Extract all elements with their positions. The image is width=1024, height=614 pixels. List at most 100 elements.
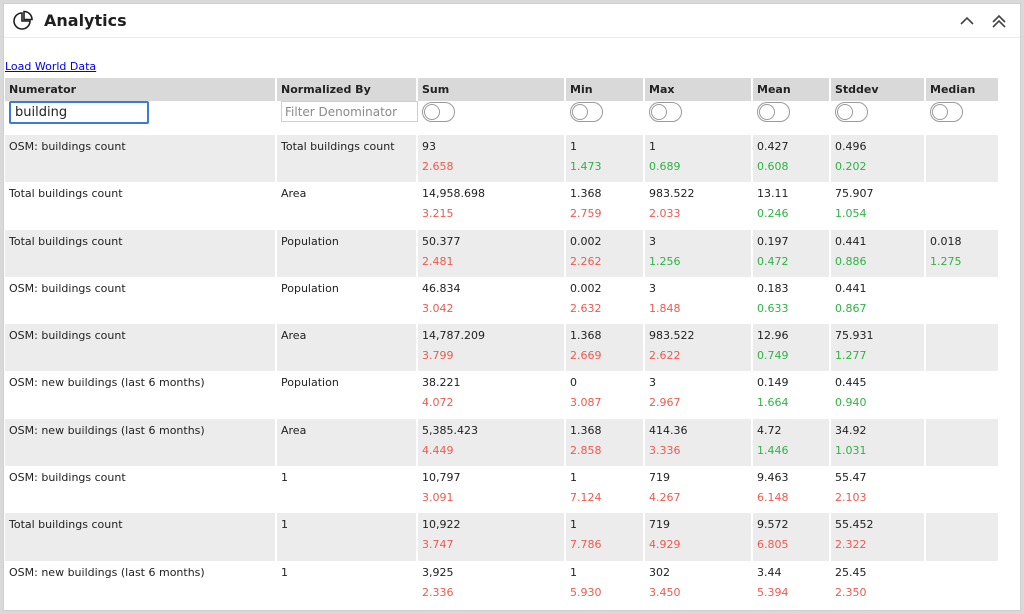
double-chevron-up-icon[interactable] — [990, 12, 1008, 30]
table-header-row: Numerator Normalized By Sum Min Max Mean… — [5, 78, 1000, 101]
table-row[interactable]: OSM: new buildings (last 6 months) Area 5,… — [5, 418, 1000, 467]
column-header-stddev[interactable]: Stddev — [830, 78, 926, 101]
denominator-filter-input[interactable] — [281, 101, 418, 122]
median-cell — [925, 371, 1000, 419]
analytics-table: Numerator Normalized By Sum Min Max Mean… — [5, 78, 1000, 608]
min-quality: 1.473 — [570, 160, 602, 173]
column-header-numerator[interactable]: Numerator — [5, 78, 277, 101]
min-quality: 2.759 — [570, 207, 602, 221]
mean-value: 0.149 — [757, 376, 789, 390]
pie-chart-icon — [13, 10, 33, 30]
numerator-label: Total buildings count — [9, 187, 123, 201]
sum-quality: 3.799 — [422, 349, 454, 363]
numerator-cell: OSM: buildings count — [5, 324, 277, 372]
stddev-cell: 75.931 1.277 — [830, 324, 926, 372]
mean-quality: 0.749 — [757, 349, 789, 363]
numerator-label: OSM: new buildings (last 6 months) — [9, 376, 205, 390]
max-value: 3 — [649, 234, 656, 248]
max-cell: 983.522 2.033 — [644, 182, 753, 230]
denominator-label: 1 — [281, 471, 288, 485]
table-row[interactable]: OSM: buildings count 1 10,797 3.091 1 7.124 71… — [5, 466, 1000, 514]
min-cell: 1 5.930 — [565, 560, 645, 608]
mean-sort-toggle[interactable] — [757, 102, 790, 122]
max-cell: 719 4.267 — [644, 466, 753, 514]
stddev-value: 75.907 — [835, 187, 874, 201]
table-row[interactable]: OSM: buildings count Population 46.834 3.04… — [5, 276, 1000, 325]
sum-cell: 93 2.658 — [417, 135, 566, 183]
min-cell: 1.368 2.759 — [565, 182, 645, 230]
mean-cell: 13.11 0.246 — [752, 182, 831, 230]
mean-cell: 3.44 5.394 — [752, 560, 831, 608]
stddev-quality: 1.031 — [835, 443, 867, 457]
mean-cell: 0.149 1.664 — [752, 371, 831, 419]
denominator-cell: Population — [276, 371, 418, 419]
median-cell — [925, 560, 1000, 608]
mean-cell: 0.197 0.472 — [752, 229, 831, 277]
median-value — [930, 470, 994, 490]
sum-sort-toggle[interactable] — [422, 102, 455, 122]
sum-quality: 3.042 — [422, 301, 454, 315]
numerator-label: Total buildings count — [9, 234, 123, 248]
stddev-value: 0.441 — [835, 281, 867, 295]
min-quality: 5.930 — [570, 585, 602, 599]
numerator-label: OSM: new buildings (last 6 months) — [9, 565, 205, 579]
stddev-sort-toggle[interactable] — [835, 102, 868, 122]
mean-cell: 4.72 1.446 — [752, 418, 831, 467]
column-header-median[interactable]: Median — [925, 78, 1000, 101]
sum-value: 93 — [422, 140, 436, 153]
column-header-max[interactable]: Max — [644, 78, 753, 101]
table-row[interactable]: Total buildings count Population 50.377 2.4… — [5, 229, 1000, 277]
table-row[interactable]: OSM: new buildings (last 6 months) 1 3,925… — [5, 560, 1000, 608]
load-world-data-link[interactable]: Load World Data — [5, 60, 97, 73]
denominator-cell: Population — [276, 229, 418, 277]
stddev-cell: 55.452 2.322 — [830, 513, 926, 561]
numerator-filter-input[interactable] — [9, 101, 149, 124]
column-header-normalized-by[interactable]: Normalized By — [276, 78, 418, 101]
sum-cell: 10,922 3.747 — [417, 513, 566, 561]
sum-quality: 4.449 — [422, 443, 454, 457]
chevron-up-icon[interactable] — [958, 12, 976, 30]
median-cell — [925, 466, 1000, 514]
denominator-cell: 1 — [276, 513, 418, 561]
stddev-cell: 34.92 1.031 — [830, 418, 926, 467]
table-row[interactable]: Total buildings count 1 10,922 3.747 1 7.786 7… — [5, 513, 1000, 561]
table-row[interactable]: OSM: buildings count Total buildings coun… — [5, 135, 1000, 183]
numerator-label: OSM: buildings count — [9, 329, 126, 343]
table-row[interactable]: OSM: new buildings (last 6 months) Popula… — [5, 371, 1000, 419]
column-header-min[interactable]: Min — [565, 78, 645, 101]
sum-value: 10,797 — [422, 471, 461, 485]
stddev-value: 55.47 — [835, 471, 867, 485]
stddev-cell: 0.441 0.867 — [830, 276, 926, 325]
median-sort-toggle[interactable] — [930, 102, 963, 122]
table-row[interactable]: Total buildings count Area 14,958.698 3.215… — [5, 182, 1000, 230]
median-cell — [925, 135, 1000, 183]
header-actions — [958, 12, 1020, 30]
stddev-quality: 1.277 — [835, 349, 867, 363]
stddev-value: 55.452 — [835, 518, 874, 532]
min-cell: 0.002 2.632 — [565, 276, 645, 325]
table-row[interactable]: OSM: buildings count Area 14,787.209 3.799 1… — [5, 324, 1000, 372]
numerator-cell: Total buildings count — [5, 182, 277, 230]
min-value: 1.368 — [570, 423, 602, 437]
filter-row — [5, 101, 1000, 135]
column-header-mean[interactable]: Mean — [752, 78, 831, 101]
numerator-cell: OSM: buildings count — [5, 135, 277, 183]
min-cell: 0.002 2.262 — [565, 229, 645, 277]
analytics-panel: Analytics Load World Data Numerator Norm… — [3, 3, 1021, 611]
mean-value: 9.572 — [757, 518, 789, 532]
panel-header: Analytics — [4, 4, 1020, 38]
stddev-value: 0.441 — [835, 234, 867, 248]
max-cell: 3 2.967 — [644, 371, 753, 419]
min-sort-toggle[interactable] — [570, 102, 603, 122]
sum-cell: 3,925 2.336 — [417, 560, 566, 608]
sum-value: 10,922 — [422, 518, 461, 532]
mean-cell: 0.183 0.633 — [752, 276, 831, 325]
stddev-quality: 0.886 — [835, 254, 867, 268]
median-value — [930, 565, 994, 585]
max-sort-toggle[interactable] — [649, 102, 682, 122]
denominator-label: Area — [281, 329, 307, 343]
max-quality: 3.450 — [649, 585, 681, 599]
column-header-sum[interactable]: Sum — [417, 78, 566, 101]
sum-cell: 14,958.698 3.215 — [417, 182, 566, 230]
median-value — [930, 281, 994, 301]
